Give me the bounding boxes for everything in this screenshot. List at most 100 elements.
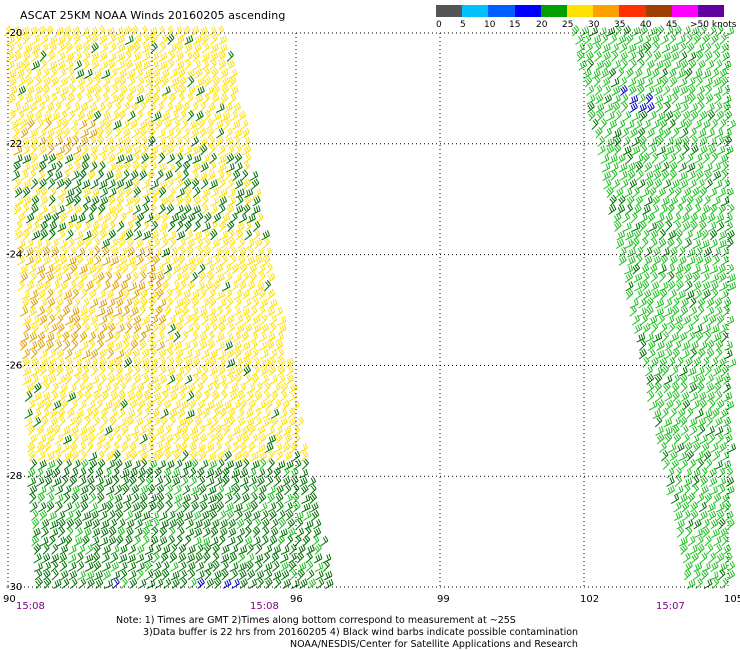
wind-barb: [54, 289, 63, 300]
wind-barb: [580, 26, 590, 37]
wind-barb: [166, 347, 174, 360]
wind-barb: [132, 194, 141, 207]
wind-barb: [714, 306, 723, 317]
wind-barb: [182, 297, 191, 309]
wind-barb: [171, 476, 181, 487]
wind-barb: [699, 220, 707, 232]
wind-barb: [724, 341, 733, 351]
wind-barb: [17, 85, 27, 96]
wind-barb: [648, 222, 658, 232]
wind-barb: [30, 178, 39, 190]
wind-barb: [112, 400, 121, 411]
wind-barb: [177, 238, 187, 249]
wind-barb: [659, 288, 668, 300]
wind-barb: [301, 484, 309, 496]
wind-barb: [216, 135, 224, 147]
wind-barb: [39, 154, 48, 164]
wind-barb: [41, 553, 51, 564]
wind-barb: [133, 510, 142, 521]
wind-barb: [678, 331, 688, 343]
wind-barb: [98, 364, 106, 377]
wind-barb: [721, 330, 729, 343]
wind-barb: [706, 297, 715, 309]
wind-barb: [77, 85, 85, 96]
wind-barb: [660, 254, 669, 266]
wind-barb: [274, 306, 284, 317]
wind-barb: [142, 526, 151, 538]
wind-barb: [660, 75, 669, 88]
wind-barb: [67, 237, 75, 249]
wind-barb: [128, 570, 137, 581]
wind-barb: [714, 59, 723, 71]
wind-barb: [56, 510, 66, 521]
wind-barb: [23, 44, 33, 54]
wind-barb: [726, 570, 736, 581]
wind-barb: [158, 203, 166, 215]
wind-barb: [47, 297, 56, 309]
wind-barb: [665, 399, 674, 411]
wind-barb: [673, 340, 682, 351]
wind-barb: [717, 477, 727, 487]
wind-barb: [260, 358, 270, 368]
wind-barb: [203, 67, 211, 79]
wind-barb: [674, 186, 682, 198]
wind-barb: [154, 399, 163, 411]
wind-barb: [82, 195, 91, 207]
wind-barb: [139, 493, 148, 504]
legend-label: 0: [436, 20, 442, 30]
wind-barb: [622, 145, 632, 156]
wind-barb: [165, 128, 174, 139]
wind-barb: [722, 94, 732, 105]
wind-barb: [167, 194, 175, 207]
wind-barb: [231, 468, 241, 479]
wind-barb: [216, 501, 225, 513]
wind-barb: [59, 255, 68, 266]
wind-barb: [182, 501, 190, 513]
wind-barb: [177, 552, 187, 564]
wind-barb: [299, 578, 308, 589]
wind-barb: [66, 526, 74, 538]
wind-barb: [578, 60, 588, 71]
wind-barb: [697, 543, 705, 555]
wind-barb: [22, 203, 30, 215]
wind-barb: [621, 127, 630, 139]
wind-barb: [721, 493, 730, 504]
wind-barb: [179, 441, 188, 453]
wind-barb: [201, 194, 209, 207]
wind-barb: [664, 432, 673, 445]
wind-barb: [20, 332, 30, 343]
wind-barb: [687, 492, 696, 504]
wind-barb: [64, 177, 72, 190]
wind-barb: [615, 238, 625, 249]
wind-barb: [158, 60, 168, 71]
wind-barb: [117, 92, 125, 105]
wind-barb: [51, 281, 61, 292]
wind-barb: [642, 205, 651, 215]
wind-barb: [231, 120, 241, 130]
wind-barb: [102, 562, 111, 572]
wind-barb: [643, 289, 652, 300]
wind-barb: [183, 314, 192, 326]
wind-barb: [642, 152, 650, 164]
wind-barb: [207, 135, 216, 147]
wind-barb: [211, 416, 219, 428]
wind-barb: [614, 135, 622, 147]
wind-barb: [691, 314, 700, 326]
wind-barb: [115, 154, 125, 164]
wind-barb: [130, 332, 140, 343]
wind-barb: [240, 119, 249, 130]
wind-barb: [258, 288, 266, 300]
wind-barb: [50, 67, 58, 79]
wind-barb: [174, 145, 184, 156]
wind-barb: [101, 238, 110, 249]
wind-barb: [27, 399, 36, 411]
wind-barb: [667, 280, 676, 292]
wind-barb: [59, 560, 68, 572]
wind-barb: [181, 341, 191, 351]
wind-barb: [671, 305, 680, 317]
wind-barb: [129, 263, 138, 275]
wind-barb: [126, 69, 136, 79]
wind-barb: [90, 375, 100, 385]
wind-barb: [694, 195, 703, 207]
wind-barb: [44, 426, 54, 436]
